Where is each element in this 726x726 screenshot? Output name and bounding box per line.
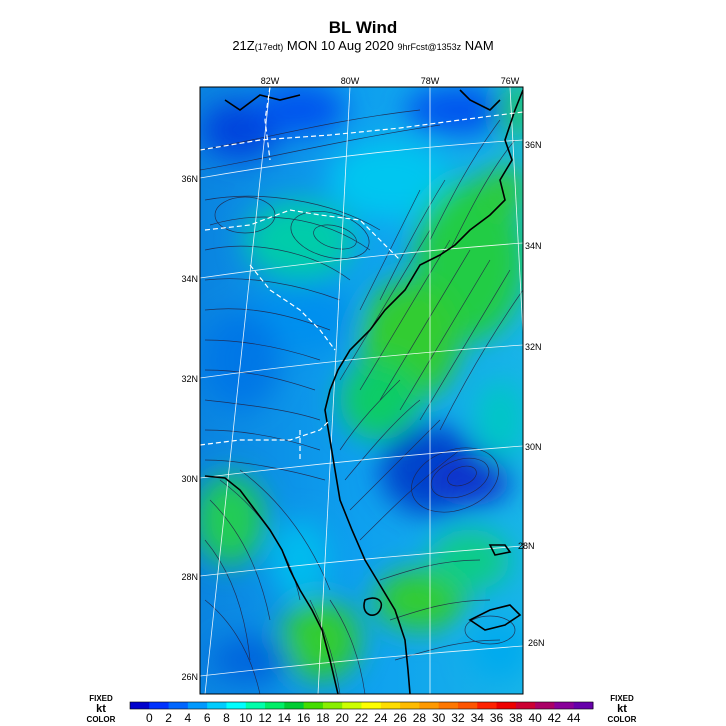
colorbar-swatch [438,702,459,709]
longitude-labels: 82W 80W 78W 76W [261,76,520,86]
colorbar-swatch [207,702,227,709]
colorbar-tick-label: 42 [548,711,562,725]
colorbar-tick-label: 22 [355,711,369,725]
colorbar-tick-label: 32 [451,711,465,725]
valid-time: 21Z [232,38,255,53]
lon-label: 80W [341,76,360,86]
colorbar-swatch [342,702,362,709]
colorbar-tick-label: 40 [528,711,542,725]
fixed-label: FIXED [89,694,113,703]
forecast-info: 9hrFcst@1353z [397,42,462,52]
lat-label-right: 30N [525,442,542,452]
colorbar-left-unit: FIXED kt COLOR [87,694,116,724]
colorbar-swatch [130,702,150,709]
units-label: kt [617,703,627,715]
fixed-label: FIXED [610,694,634,703]
lat-label-right: 34N [525,241,542,251]
colorbar-tick-label: 8 [223,711,230,725]
colorbar-swatch [419,702,440,709]
colorbar-tick-label: 26 [393,711,407,725]
color-label: COLOR [87,715,116,724]
lon-label: 82W [261,76,280,86]
chart-subtitle: 21Z(17edt) MON 10 Aug 2020 9hrFcst@1353z… [0,38,726,53]
colorbar-tick-label: 4 [185,711,192,725]
colorbar-tick-label: 28 [413,711,427,725]
lat-label-right: 28N [518,541,535,551]
colorbar-tick-label: 6 [204,711,211,725]
lat-label-left: 32N [181,374,198,384]
plot-frame [199,86,524,695]
colorbar-tick-label: 16 [297,711,311,725]
valid-date: MON 10 Aug 2020 [286,38,394,53]
chart-title: BL Wind [328,18,398,37]
colorbar-tick-label: 2 [165,711,172,725]
colorbar-tick-label: 34 [471,711,485,725]
model-name: NAM [464,38,494,53]
colorbar-swatch [265,702,285,709]
latitude-labels-left: 36N 34N 32N 30N 28N 26N [181,174,198,682]
lat-lon-grid [200,87,523,694]
colorbar-swatch [573,702,594,709]
lon-label: 78W [421,76,440,86]
colorbar-frame [129,701,594,710]
coastlines [204,89,523,694]
colorbar-tick-label: 12 [258,711,272,725]
colorbar-swatch [496,702,517,709]
colorbar-swatch [187,702,208,709]
lat-label-right: 26N [528,638,545,648]
colorbar-tick-label: 20 [336,711,350,725]
colorbar-tick-label: 10 [239,711,253,725]
plot-area [200,87,523,694]
colorbar-tick-label: 14 [278,711,292,725]
lat-label-right: 36N [525,140,542,150]
colorbar-tick-label: 36 [490,711,504,725]
colorbar-tick-label: 24 [374,711,388,725]
colorbar-swatch [322,702,343,709]
units-label: kt [96,703,106,715]
colorbar-swatch [380,702,401,709]
colorbar-tick-label: 18 [316,711,330,725]
colorbar-tick-label: 44 [567,711,581,725]
colorbar-swatch [535,702,555,709]
colorbar-tick-label: 0 [146,711,153,725]
lon-label: 76W [501,76,520,86]
state-borders [200,87,523,460]
colorbar-tick-label: 30 [432,711,446,725]
local-time: (17edt) [254,42,284,52]
colorbar-swatch [400,702,420,709]
lat-label-right: 32N [525,342,542,352]
lat-label-left: 28N [181,572,198,582]
colorbar-swatch [477,702,498,709]
colorbar-swatch [284,702,305,709]
lat-label-left: 30N [181,474,198,484]
color-label: COLOR [608,715,637,724]
streamlines [200,109,523,694]
colorbar-swatch [226,702,247,709]
colorbar-right-unit: FIXED kt COLOR [608,694,637,724]
latitude-labels-right: 36N 34N 32N 30N 28N 26N [518,140,545,648]
lat-label-left: 34N [181,274,198,284]
colorbar: 0 2 4 6 8 10 12 14 16 18 20 22 24 26 28 30 32 34 36 38 40 42 4… [129,701,594,725]
colorbar-swatch [303,702,324,709]
colorbar-tick-label: 38 [509,711,523,725]
lat-label-left: 26N [181,672,198,682]
lat-label-left: 36N [181,174,198,184]
colorbar-swatch [245,702,266,709]
colorbar-swatch [457,702,478,709]
colorbar-swatch [515,702,536,709]
colorbar-swatch [168,702,189,709]
colorbar-swatch [554,702,575,709]
colorbar-swatch [361,702,382,709]
colorbar-swatch [149,702,170,709]
